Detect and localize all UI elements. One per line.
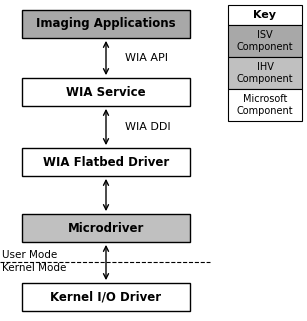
Bar bbox=[228, 57, 302, 89]
Text: Kernel Mode: Kernel Mode bbox=[2, 263, 66, 273]
Text: Key: Key bbox=[254, 10, 277, 20]
Bar bbox=[22, 78, 190, 106]
Text: WIA Service: WIA Service bbox=[66, 85, 146, 99]
Text: User Mode: User Mode bbox=[2, 250, 57, 260]
Text: Kernel I/O Driver: Kernel I/O Driver bbox=[50, 291, 161, 303]
Bar bbox=[22, 283, 190, 311]
Text: Microsoft
Component: Microsoft Component bbox=[237, 94, 293, 116]
Bar bbox=[22, 214, 190, 242]
Text: WIA API: WIA API bbox=[125, 53, 168, 63]
Bar bbox=[228, 89, 302, 121]
Bar bbox=[228, 25, 302, 57]
Bar bbox=[228, 5, 302, 25]
Bar bbox=[22, 10, 190, 38]
Text: IHV
Component: IHV Component bbox=[237, 62, 293, 84]
Bar bbox=[22, 148, 190, 176]
Text: Imaging Applications: Imaging Applications bbox=[36, 18, 176, 30]
Text: WIA Flatbed Driver: WIA Flatbed Driver bbox=[43, 155, 169, 169]
Text: Microdriver: Microdriver bbox=[68, 221, 144, 235]
Text: ISV
Component: ISV Component bbox=[237, 30, 293, 52]
Text: WIA DDI: WIA DDI bbox=[125, 122, 171, 132]
